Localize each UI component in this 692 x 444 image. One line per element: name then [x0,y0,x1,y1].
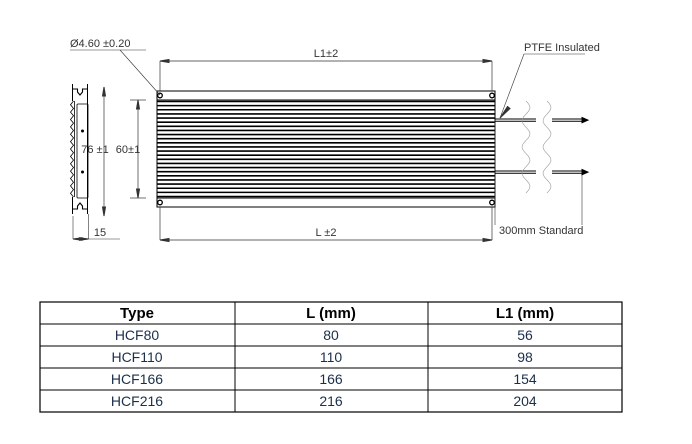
svg-text:HCF216: HCF216 [111,393,163,409]
svg-text:154: 154 [513,371,537,387]
svg-text:L ±2: L ±2 [316,227,337,239]
svg-text:Ø4.60 ±0.20: Ø4.60 ±0.20 [70,38,130,50]
svg-text:60±1: 60±1 [116,144,140,156]
svg-text:76 ±1: 76 ±1 [81,144,108,156]
svg-text:110: 110 [320,349,343,365]
svg-text:56: 56 [517,327,533,343]
svg-text:300mm Standard: 300mm Standard [499,225,583,237]
svg-text:80: 80 [323,327,339,343]
svg-text:L1 (mm): L1 (mm) [496,305,554,322]
svg-text:Type: Type [120,305,154,322]
svg-text:L (mm): L (mm) [306,305,356,322]
svg-text:L1±2: L1±2 [314,48,338,60]
svg-text:HCF110: HCF110 [111,349,162,365]
svg-text:PTFE Insulated: PTFE Insulated [524,42,600,54]
svg-text:HCF166: HCF166 [111,371,163,387]
svg-text:166: 166 [319,371,343,387]
svg-text:98: 98 [517,349,533,365]
svg-text:15: 15 [94,227,106,239]
svg-text:204: 204 [513,393,537,409]
svg-text:HCF80: HCF80 [115,327,160,343]
svg-text:216: 216 [319,393,343,409]
